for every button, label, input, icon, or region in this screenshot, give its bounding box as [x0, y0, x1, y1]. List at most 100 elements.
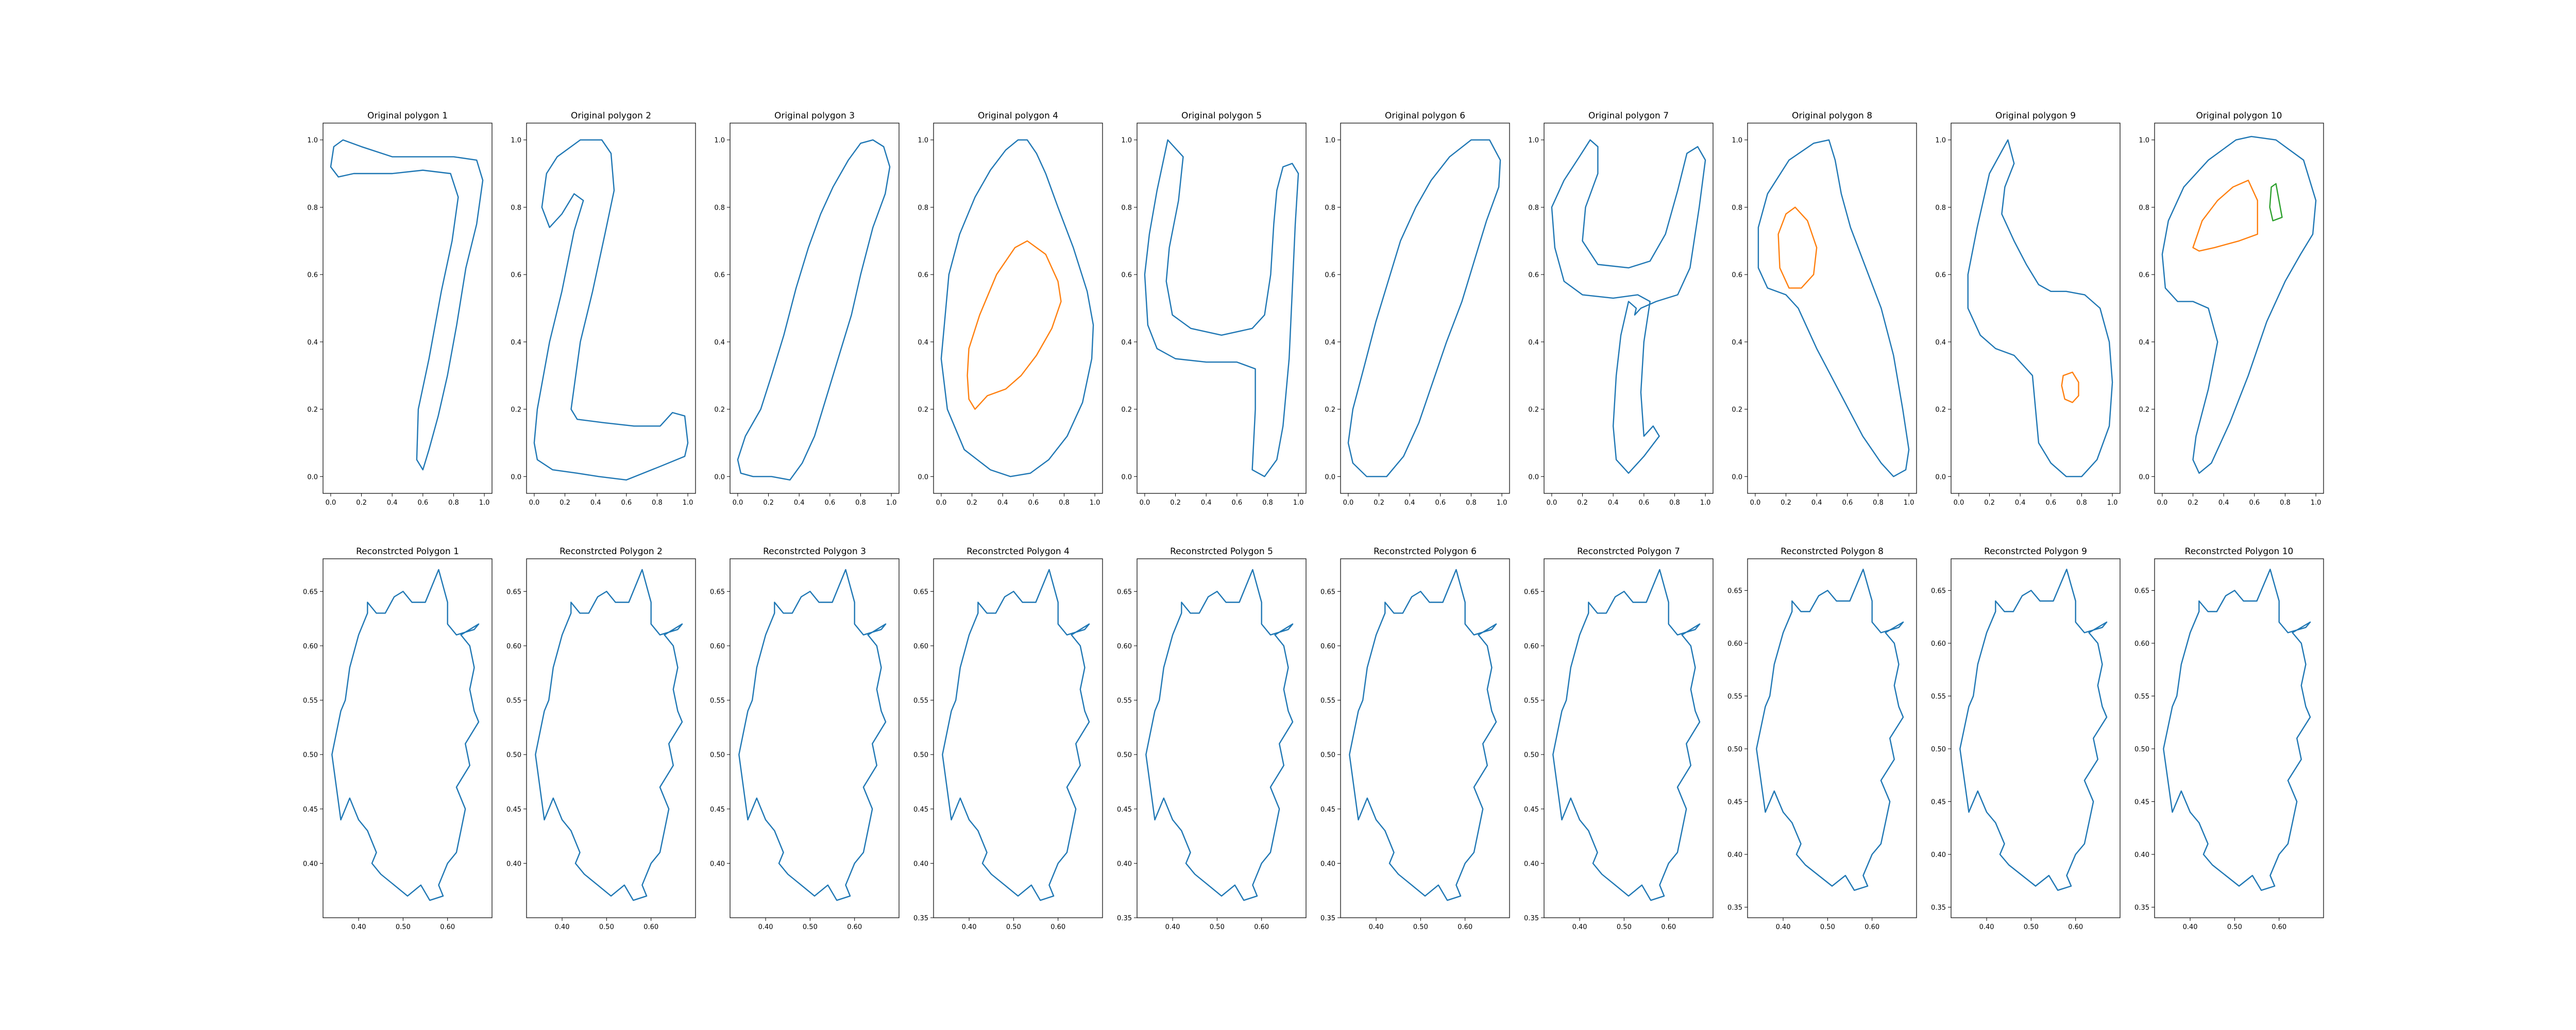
x-tick-label: 0.2	[1577, 499, 1588, 507]
y-tick-label: 0.8	[1732, 204, 1742, 212]
subplot-17: 0.40 0.50 0.60 0.35 0.40 0.45 0.50 0.55 0.60 0.65…	[1524, 546, 1714, 931]
y-tick-label: 0.60	[1320, 643, 1335, 650]
subplot-4: 0.0 0.2 0.4 0.6 0.8 1.0 0.0 0.2 0.4 0.6 0.8 1.0 Orig…	[918, 111, 1103, 507]
axes-frame	[1340, 123, 1510, 494]
subplot-title: Original polygon 2	[571, 111, 651, 121]
y-tick-label: 0.2	[2139, 406, 2149, 414]
x-tick-label: 0.6	[824, 499, 835, 507]
y-tick-label: 0.40	[303, 860, 318, 868]
y-tick-label: 0.45	[303, 806, 318, 814]
x-tick-label: 0.60	[643, 923, 658, 931]
y-tick-label: 0.2	[1732, 406, 1742, 414]
x-tick-label: 0.4	[1201, 499, 1212, 507]
x-tick-label: 0.40	[1979, 923, 1994, 931]
axes-frame	[933, 123, 1103, 494]
y-tick-label: 0.6	[2139, 271, 2149, 279]
y-tick-label: 1.0	[307, 137, 318, 145]
y-tick-label: 0.45	[1117, 806, 1132, 814]
y-tick-label: 0.2	[307, 406, 318, 414]
x-tick-label: 0.4	[1404, 499, 1415, 507]
y-tick-label: 0.65	[1931, 588, 1946, 595]
y-tick-label: 0.60	[303, 643, 318, 650]
subplot-title: Original polygon 10	[2196, 111, 2282, 121]
x-tick-label: 0.4	[2218, 499, 2229, 507]
subplot-title: Original polygon 3	[774, 111, 855, 121]
y-tick-label: 1.0	[1325, 137, 1335, 145]
series-line-1	[1757, 139, 1910, 477]
y-tick-label: 0.4	[1732, 339, 1742, 347]
subplot-title: Reconstrcted Polygon 4	[967, 546, 1070, 557]
y-tick-label: 1.0	[714, 137, 725, 145]
y-tick-label: 0.2	[511, 406, 521, 414]
series-line-2	[967, 240, 1062, 410]
x-tick-label: 0.2	[2188, 499, 2198, 507]
subplot-title: Original polygon 6	[1385, 111, 1465, 121]
y-tick-label: 0.50	[2134, 746, 2149, 753]
x-tick-label: 0.0	[1343, 499, 1354, 507]
y-tick-label: 0.0	[714, 473, 725, 481]
x-tick-label: 0.50	[1617, 923, 1632, 931]
y-tick-label: 0.35	[1727, 904, 1742, 912]
axes-frame	[1544, 558, 1714, 918]
y-tick-label: 0.60	[2134, 640, 2149, 648]
y-tick-label: 0.65	[1320, 588, 1335, 596]
x-tick-label: 0.6	[1028, 499, 1039, 507]
axes-frame	[1340, 558, 1510, 918]
x-tick-label: 0.0	[733, 499, 743, 507]
y-tick-label: 0.6	[307, 271, 318, 279]
y-tick-label: 0.8	[1935, 204, 1946, 212]
y-tick-label: 0.6	[511, 271, 521, 279]
subplot-13: 0.40 0.50 0.60 0.40 0.45 0.50 0.55 0.60 0.65 Reco…	[710, 546, 900, 931]
x-tick-label: 1.0	[2311, 499, 2321, 507]
y-tick-label: 0.8	[307, 204, 318, 212]
x-tick-label: 0.8	[1262, 499, 1273, 507]
series-line-1	[330, 139, 484, 471]
y-tick-label: 0.4	[1121, 339, 1132, 347]
y-tick-label: 0.0	[1732, 473, 1742, 481]
x-tick-label: 0.0	[1750, 499, 1761, 507]
y-tick-label: 0.4	[511, 339, 521, 347]
x-tick-label: 1.0	[479, 499, 490, 507]
x-tick-label: 0.0	[326, 499, 336, 507]
y-tick-label: 0.45	[1320, 806, 1335, 814]
y-tick-label: 0.6	[1935, 271, 1946, 279]
y-tick-label: 0.55	[1931, 693, 1946, 701]
y-tick-label: 0.4	[1528, 339, 1539, 347]
x-tick-label: 0.6	[1638, 499, 1649, 507]
x-tick-label: 0.8	[652, 499, 663, 507]
x-tick-label: 0.6	[1842, 499, 1853, 507]
y-tick-label: 0.55	[2134, 693, 2149, 701]
y-tick-label: 0.65	[2134, 588, 2149, 595]
y-tick-label: 0.40	[1320, 860, 1335, 868]
y-tick-label: 0.60	[1931, 640, 1946, 648]
y-tick-label: 0.6	[1325, 271, 1335, 279]
y-tick-label: 0.50	[303, 751, 318, 759]
subplot-10: 0.0 0.2 0.4 0.6 0.8 1.0 0.0 0.2 0.4 0.6 0.8 1.0 Orig…	[2139, 111, 2324, 507]
y-tick-label: 0.0	[307, 473, 318, 481]
x-tick-label: 0.50	[1820, 923, 1835, 931]
y-tick-label: 0.60	[710, 643, 725, 650]
y-tick-label: 0.40	[913, 860, 928, 868]
y-tick-label: 0.55	[1524, 697, 1539, 705]
y-tick-label: 0.0	[2139, 473, 2149, 481]
y-tick-label: 0.8	[918, 204, 928, 212]
x-tick-label: 0.6	[621, 499, 632, 507]
x-tick-label: 0.50	[803, 923, 818, 931]
x-tick-label: 0.2	[1984, 499, 1995, 507]
x-tick-label: 0.40	[1165, 923, 1180, 931]
y-tick-label: 0.60	[913, 643, 928, 650]
y-tick-label: 0.6	[1732, 271, 1742, 279]
series-line-1	[533, 139, 689, 481]
y-tick-label: 1.0	[1121, 137, 1132, 145]
series-line-1	[1756, 569, 1904, 891]
subplot-title: Reconstrcted Polygon 10	[2185, 546, 2294, 557]
series-line-1	[1551, 139, 1706, 474]
x-tick-label: 0.50	[396, 923, 411, 931]
series-line-1	[331, 569, 480, 901]
y-tick-label: 0.60	[506, 643, 521, 650]
y-tick-label: 0.8	[1121, 204, 1132, 212]
y-tick-label: 0.2	[1528, 406, 1539, 414]
y-tick-label: 0.2	[714, 406, 725, 414]
x-tick-label: 1.0	[886, 499, 897, 507]
subplot-18: 0.40 0.50 0.60 0.35 0.40 0.45 0.50 0.55 0.60 0.65…	[1727, 546, 1917, 931]
